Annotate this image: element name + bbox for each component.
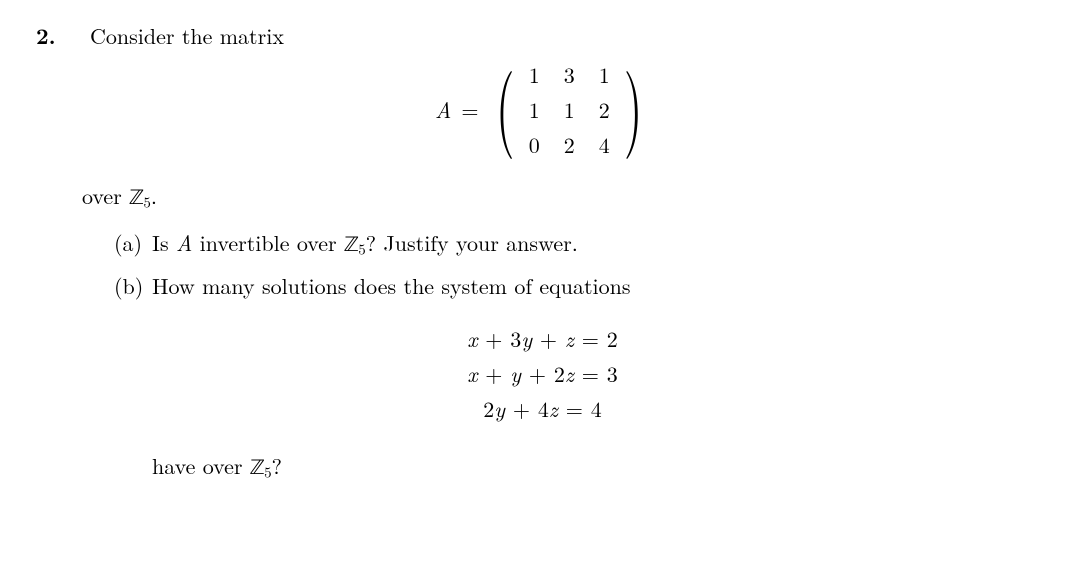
ring-subscript: 5 [264,462,271,483]
part-a-label: (a) [114,227,152,260]
part-b: (b) How many solutions does the system o… [114,270,1057,301]
matrix-equation: A = ( 1 3 1 1 1 2 0 [28,57,1057,162]
over-ring-line: over ℤ5. [82,180,1057,213]
matrix-cell: 1 [517,92,552,127]
part-a-body: Is A invertible over ℤ5? Justify your an… [152,227,1057,260]
ring-symbol: ℤ [129,188,143,210]
equation-system: x + 3y + z = 2 x + y + 2z = 3 2y + 4z = … [28,319,1057,428]
ring-subscript: 5 [358,239,365,260]
part-b-label: (b) [114,270,152,301]
over-prefix: over [82,180,129,211]
problem-number: 2. [28,20,90,51]
intro-text: Consider the matrix [90,20,1057,51]
equation-2: x + y + 2z = 3 [467,358,618,389]
matrix-row: 0 2 4 [517,127,622,162]
matrix-cell: 1 [587,57,622,92]
part-a: (a) Is A invertible over ℤ5? Justify you… [114,227,1057,260]
left-paren: ( [496,57,515,162]
page-root: 2. Consider the matrix A = ( 1 3 1 1 1 2 [0,0,1085,503]
have-line: have over ℤ5? [152,450,1057,483]
matrix-row: 1 1 2 [517,92,622,127]
eq2-text: x + y + 2z = 3 [467,358,618,389]
matrix-cell: 1 [552,92,587,127]
part-a-suffix: ? Justify your answer. [366,227,578,258]
part-a-mid: invertible over [192,227,344,258]
matrix-cell: 2 [552,127,587,162]
matrix-cell: 0 [517,127,552,162]
part-b-body: How many solutions does the system of eq… [152,270,1057,301]
ring-symbol: ℤ [250,458,264,480]
period: . [151,180,157,211]
equals-sign: = [461,94,478,125]
matrix-cell: 1 [517,57,552,92]
ring-symbol: ℤ [344,235,358,257]
part-a-prefix: Is [152,227,176,258]
matrix-var: A [435,94,451,125]
eq3-text: 2y + 4z = 4 [483,393,602,424]
equation-1: x + 3y + z = 2 [467,323,618,354]
eq1-text: x + 3y + z = 2 [467,323,618,354]
matrix-paren: ( 1 3 1 1 1 2 0 2 4 [488,57,650,162]
have-prefix: have over [152,450,250,481]
intro-line: 2. Consider the matrix [28,20,1057,51]
matrix-row: 1 3 1 [517,57,622,92]
right-paren: ) [623,57,642,162]
matrix-var-ref: A [176,227,192,258]
ring-subscript: 5 [143,192,150,213]
matrix-cell: 3 [552,57,587,92]
equation-3: 2y + 4z = 4 [467,393,618,424]
matrix-grid: 1 3 1 1 1 2 0 2 4 [517,57,622,162]
have-suffix: ? [272,450,282,481]
matrix-cell: 4 [587,127,622,162]
matrix-cell: 2 [587,92,622,127]
